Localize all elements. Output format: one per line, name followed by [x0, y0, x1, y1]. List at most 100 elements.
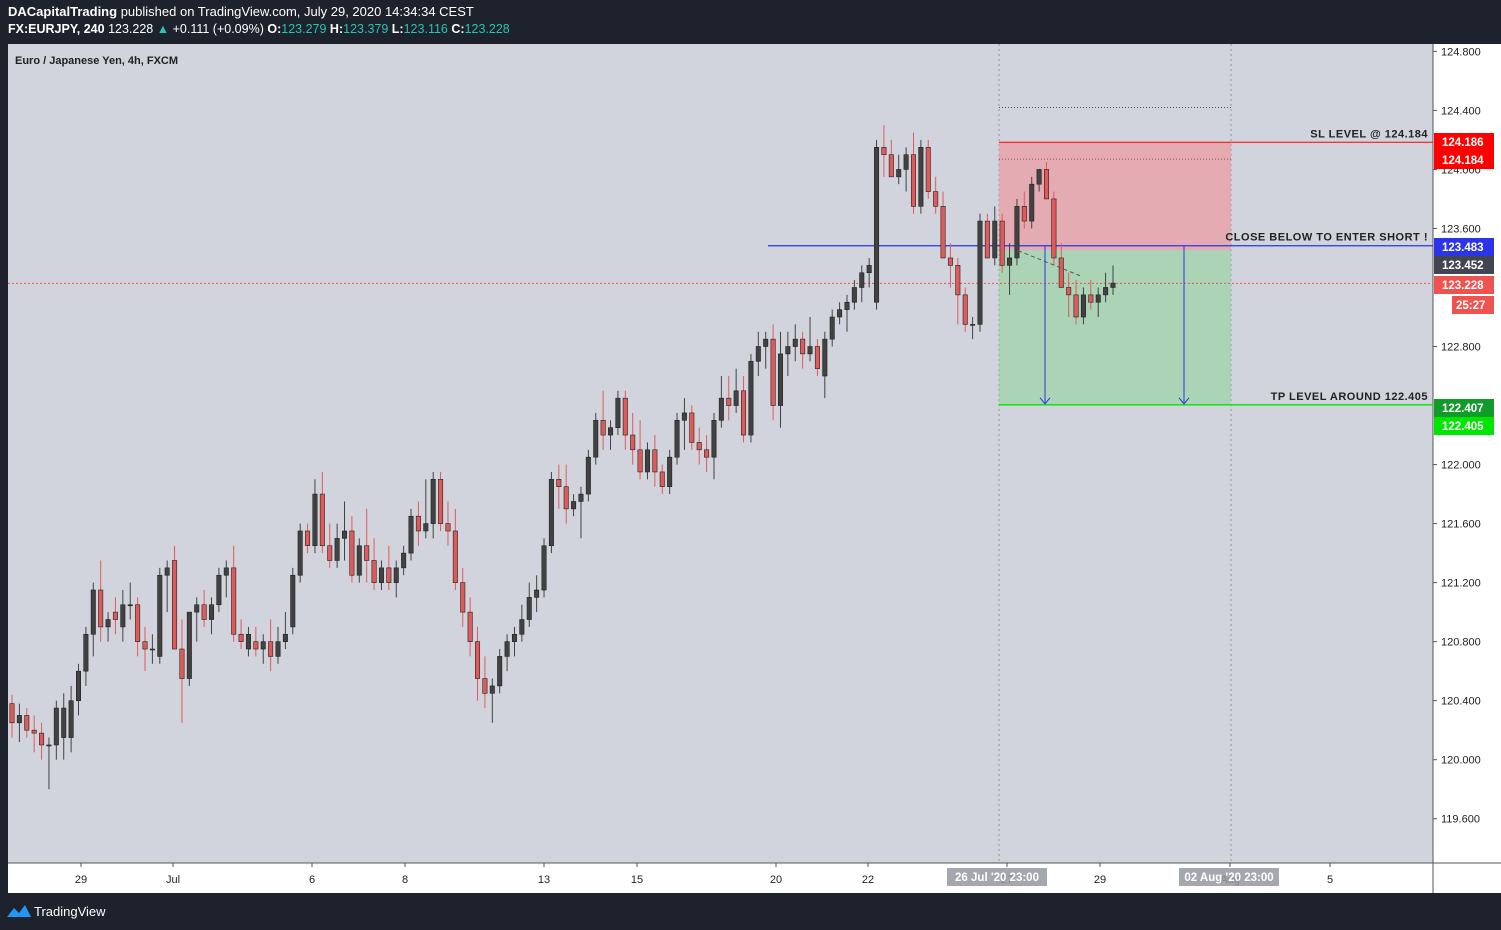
candle-body	[245, 633, 251, 650]
y-tick-label: 119.600	[1441, 814, 1480, 826]
candle-body	[637, 449, 643, 473]
candle-body	[53, 707, 59, 746]
candle-body	[290, 574, 296, 628]
candle-body	[1021, 206, 1027, 222]
candle-body	[1043, 169, 1049, 200]
x-tick-label: 29	[1094, 874, 1106, 886]
candle-body	[305, 530, 311, 547]
candle-body	[157, 574, 163, 657]
candle-body	[822, 338, 828, 377]
candle-body	[748, 360, 754, 436]
candle-body	[31, 729, 37, 734]
candle-body	[438, 479, 444, 524]
candle-body	[371, 560, 377, 583]
candle-body	[127, 604, 133, 607]
candle-body	[401, 552, 407, 569]
open-value: 123.279	[281, 22, 327, 36]
price-tag	[1434, 133, 1494, 151]
candle-body	[733, 390, 739, 406]
candle-body	[593, 419, 599, 458]
publish-info: DACapitalTrading published on TradingVie…	[8, 4, 474, 19]
candle-body	[260, 641, 266, 650]
candle-body	[726, 397, 732, 406]
candle-body	[467, 611, 473, 642]
candle-body	[630, 434, 636, 451]
candle-body	[999, 220, 1005, 266]
candle-body	[460, 582, 466, 613]
price-tag	[1434, 399, 1494, 417]
candle-body	[216, 574, 222, 606]
candle-body	[571, 501, 577, 510]
candle-body	[172, 560, 178, 650]
candle-body	[556, 479, 562, 488]
candle-body	[741, 390, 747, 436]
candle-body	[777, 353, 783, 406]
price-tag	[1434, 151, 1494, 169]
price-tag-label: 123.452	[1442, 260, 1484, 272]
candle-body	[1058, 257, 1064, 288]
price-tag	[1434, 417, 1494, 435]
x-tick-label: 6	[309, 874, 315, 886]
candle-body	[1110, 282, 1116, 288]
candle-body	[903, 154, 909, 170]
symbol-label[interactable]: FX:EURJPY, 240	[8, 22, 105, 36]
y-tick-label: 124.800	[1441, 46, 1481, 58]
candle-body	[445, 523, 451, 532]
candle-body	[297, 530, 303, 576]
candle-body	[452, 530, 458, 583]
candle-body	[201, 604, 207, 620]
price-tag-label: 124.186	[1442, 137, 1484, 149]
candle-body	[475, 641, 481, 679]
candle-body	[223, 567, 229, 576]
candle-body	[378, 567, 384, 583]
candle-body	[644, 449, 650, 473]
candle-body	[39, 732, 45, 746]
price-tag	[1434, 276, 1494, 294]
candle-body	[142, 641, 148, 650]
candle-body	[83, 633, 89, 672]
brand-name[interactable]: TradingView	[34, 904, 106, 919]
candle-body	[526, 597, 532, 620]
candle-body	[282, 633, 288, 642]
candle-body	[696, 442, 702, 451]
candle-body	[674, 419, 680, 458]
candle-body	[984, 220, 990, 259]
candle-body	[1073, 294, 1079, 318]
x-highlight-label: 26 Jul '20 23:00	[955, 872, 1039, 884]
publisher-name[interactable]: DACapitalTrading	[8, 4, 118, 19]
price-tag	[1434, 256, 1494, 274]
candle-body	[844, 301, 850, 310]
candle-body	[800, 338, 806, 355]
candle-body	[1036, 169, 1042, 185]
price-tag-label: 122.407	[1442, 403, 1484, 415]
candle-body	[548, 479, 554, 547]
candle-body	[386, 567, 392, 583]
close-label: C:	[451, 22, 465, 36]
close-value: 123.228	[464, 22, 510, 36]
candle-body	[393, 567, 399, 583]
candle-body	[807, 346, 813, 355]
candle-body	[896, 169, 902, 178]
candle-body	[563, 486, 569, 510]
candle-body	[364, 545, 370, 561]
low-value: 123.116	[403, 22, 448, 36]
ohlc-legend: FX:EURJPY, 240 123.228 ▲ +0.111 (+0.09%)…	[8, 22, 510, 36]
candle-body	[16, 715, 22, 724]
price-chart[interactable]: SL LEVEL @ 124.184 CLOSE BELOW TO ENTER S…	[0, 0, 1501, 893]
candle-body	[534, 589, 540, 598]
candle-body	[408, 515, 414, 554]
candle-body	[497, 656, 503, 687]
high-value: 123.379	[343, 22, 389, 36]
candle-body	[76, 670, 82, 701]
candle-body	[120, 604, 126, 628]
candle-body	[851, 287, 857, 303]
candle-body	[482, 678, 488, 694]
candle-body	[881, 146, 887, 155]
candle-body	[770, 338, 776, 406]
low-label: L:	[391, 22, 404, 36]
tradingview-logo-icon	[7, 905, 31, 917]
x-tick-label: 20	[770, 874, 782, 886]
candle-body	[711, 419, 717, 458]
candle-body	[933, 191, 939, 207]
candle-body	[1080, 294, 1086, 318]
